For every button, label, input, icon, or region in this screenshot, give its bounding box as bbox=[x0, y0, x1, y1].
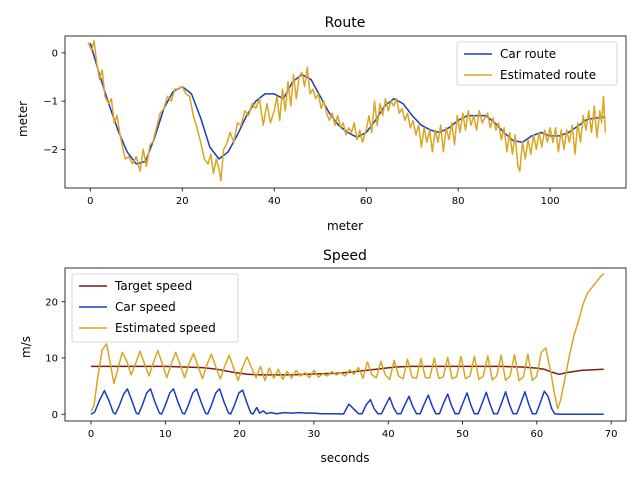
speed-x-tick-label: 20 bbox=[233, 429, 246, 440]
route-y-tick-label: −1 bbox=[43, 97, 58, 108]
speed-x-tick-label: 10 bbox=[159, 429, 172, 440]
route-x-tick-label: 100 bbox=[541, 196, 560, 207]
speed-x-tick-label: 40 bbox=[382, 429, 395, 440]
route-series-estimated-route bbox=[87, 40, 607, 182]
route-chart: Route meter meter 0 20 40 60 80 100 0 −1 −2 Car r… bbox=[16, 15, 627, 233]
speed-x-tick-label: 0 bbox=[88, 429, 94, 440]
speed-x-axis-label: seconds bbox=[320, 451, 369, 465]
speed-chart: Speed seconds m/s 0 10 20 30 40 50 60 70 0 10 20 Ta… bbox=[19, 248, 627, 465]
route-y-axis-label: meter bbox=[16, 101, 30, 137]
speed-y-tick-label: 10 bbox=[45, 354, 58, 365]
speed-series-target-speed bbox=[91, 365, 604, 376]
route-legend-label-estimated-route: Estimated route bbox=[500, 68, 596, 82]
speed-legend: Target speed Car speed Estimated speed bbox=[71, 273, 239, 343]
route-x-tick-label: 20 bbox=[176, 196, 189, 207]
route-y-tick-label: −2 bbox=[43, 145, 58, 156]
route-series-car-route bbox=[89, 42, 606, 165]
route-x-tick-label: 60 bbox=[360, 196, 373, 207]
speed-legend-label-target-speed: Target speed bbox=[114, 279, 192, 293]
speed-plot-frame bbox=[64, 267, 627, 422]
speed-x-tick-label: 60 bbox=[530, 429, 543, 440]
route-chart-title: Route bbox=[325, 15, 366, 31]
route-legend: Car route Estimated route bbox=[456, 41, 618, 86]
speed-y-tick-label: 20 bbox=[45, 297, 58, 308]
speed-y-tick-label: 0 bbox=[52, 410, 58, 421]
route-y-tick-label: 0 bbox=[52, 48, 58, 59]
speed-chart-title: Speed bbox=[323, 248, 367, 264]
route-legend-label-car-route: Car route bbox=[500, 47, 556, 61]
speed-y-axis-label: m/s bbox=[19, 336, 33, 358]
speed-series-estimated-speed bbox=[90, 273, 605, 412]
speed-x-tick-label: 30 bbox=[308, 429, 321, 440]
route-plot-frame bbox=[64, 35, 627, 189]
speed-x-tick-label: 70 bbox=[605, 429, 618, 440]
speed-x-tick-label: 50 bbox=[456, 429, 469, 440]
speed-series-car-speed bbox=[90, 388, 604, 416]
route-x-axis-label: meter bbox=[327, 219, 363, 233]
route-x-tick-label: 0 bbox=[87, 196, 93, 207]
route-x-tick-label: 40 bbox=[268, 196, 281, 207]
route-x-tick-label: 80 bbox=[452, 196, 465, 207]
speed-legend-label-car-speed: Car speed bbox=[115, 300, 176, 314]
speed-legend-label-estimated-speed: Estimated speed bbox=[115, 321, 216, 335]
route-legend-box bbox=[456, 41, 618, 86]
speed-legend-box bbox=[71, 273, 239, 343]
